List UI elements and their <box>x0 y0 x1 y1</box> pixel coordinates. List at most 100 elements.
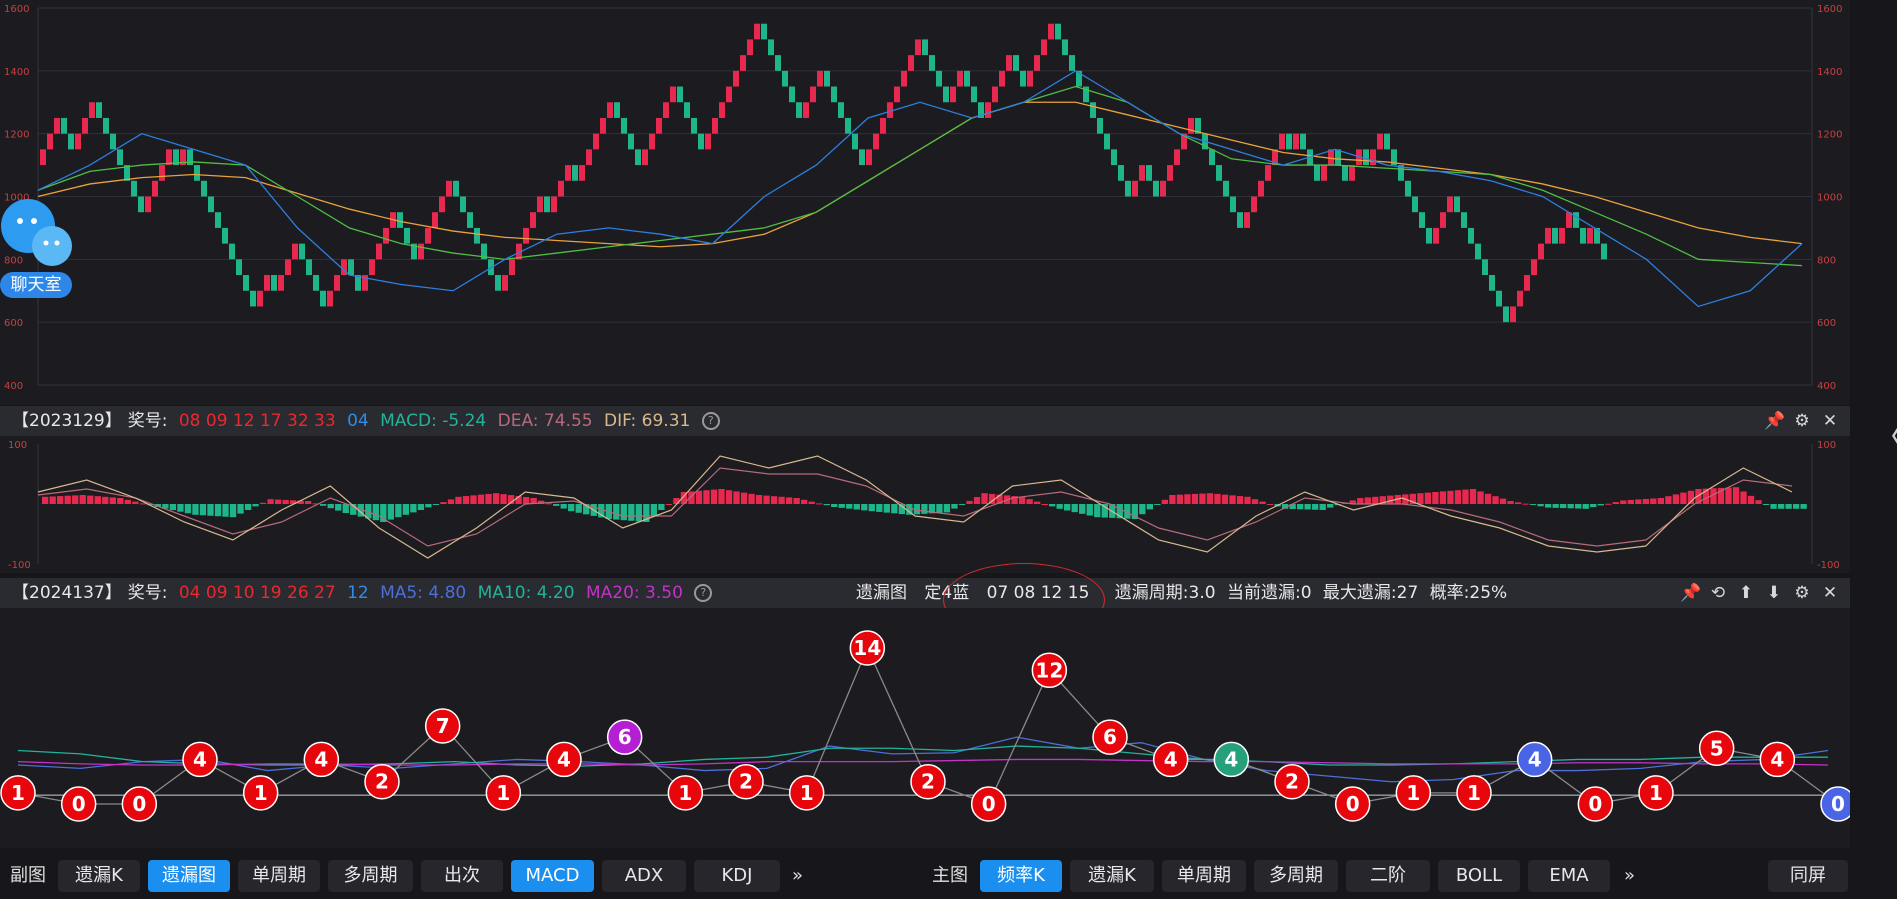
macd-bar <box>1387 495 1394 504</box>
tab-boll[interactable]: BOLL <box>1438 860 1520 892</box>
ma-blue-line <box>37 70 1803 308</box>
pin-icon[interactable]: 📌 <box>1680 583 1702 603</box>
frequency-k-chart[interactable]: 1600 1600 1400 1400 1200 1200 1000 1000 800 800 60… <box>0 0 1850 405</box>
brick <box>684 102 690 118</box>
omission-value-label: 4 <box>314 747 328 771</box>
macd-bar <box>124 499 131 504</box>
macd-bar <box>139 503 147 505</box>
macd-bar <box>846 504 853 509</box>
chat-room-widget[interactable]: 聊天室 <box>0 196 74 301</box>
close-icon[interactable]: ✕ <box>1822 411 1838 431</box>
brick <box>1510 306 1516 323</box>
macd-bar <box>64 495 71 504</box>
brick <box>1377 133 1383 150</box>
ma5-value: MA5: 4.80 <box>380 583 467 603</box>
close-icon[interactable]: ✕ <box>1822 583 1838 603</box>
macd-chart-panel[interactable]: 100 100 -100 -100 <box>0 436 1850 573</box>
chevron-left-icon[interactable]: 〈 <box>1872 410 1897 459</box>
macd-bar <box>973 497 981 504</box>
omission-bubble <box>1638 775 1674 811</box>
chat-room-label[interactable]: 聊天室 <box>0 272 72 298</box>
dea-value: DEA: 74.55 <box>497 411 593 431</box>
macd-bar <box>575 504 582 513</box>
brick <box>1174 149 1180 166</box>
tab-single-cycle[interactable]: 单周期 <box>238 860 320 892</box>
omission-chart-panel[interactable]: 1 0 0 4 1 4 2 7 1 4 6 1 2 1 14 2 0 12 6 4 4 2 0 1 1 4 0 1 5 4 0 <box>0 608 1856 848</box>
tab-multi-cycle[interactable]: 多周期 <box>328 860 413 892</box>
fullscreen-button[interactable]: 同屏 <box>1768 860 1848 892</box>
macd-bar <box>981 493 988 504</box>
omission-bubble <box>303 741 340 778</box>
help-icon[interactable]: ? <box>694 584 713 602</box>
gear-icon[interactable]: ⚙ <box>1794 411 1810 431</box>
omission-bubble <box>1456 775 1492 811</box>
tab-kdj[interactable]: KDJ <box>694 860 780 892</box>
brick <box>1531 259 1537 276</box>
omission-value-label: 1 <box>11 781 25 805</box>
brick <box>649 133 655 150</box>
brick <box>306 259 312 276</box>
tab-main-single-cycle[interactable]: 单周期 <box>1162 860 1246 892</box>
tab-main-multi-cycle[interactable]: 多周期 <box>1254 860 1338 892</box>
macd-bar <box>169 504 177 511</box>
tab-omit-chart[interactable]: 遗漏图 <box>148 860 230 892</box>
macd-chart[interactable]: 100 100 -100 -100 <box>0 436 1850 573</box>
gear-icon[interactable]: ⚙ <box>1794 583 1810 603</box>
macd-bar <box>1605 503 1612 505</box>
omission-cycle: 遗漏周期:3.0 <box>1114 583 1216 603</box>
tab-second-order[interactable]: 二阶 <box>1346 860 1430 892</box>
tab-adx[interactable]: ADX <box>602 860 686 892</box>
tab-main-omit-k[interactable]: 遗漏K <box>1070 860 1154 892</box>
macd-bar <box>1139 504 1146 515</box>
reset-icon[interactable]: ⟲ <box>1710 583 1726 603</box>
omission-value-label: 1 <box>496 781 510 805</box>
help-icon[interactable]: ? <box>701 412 720 430</box>
brick <box>278 275 284 291</box>
brick <box>1251 196 1257 213</box>
brick <box>1559 227 1565 244</box>
more-sub-tabs[interactable]: » <box>792 865 804 886</box>
brick <box>670 86 676 103</box>
more-main-tabs[interactable]: » <box>1624 865 1636 886</box>
macd-bar <box>1447 490 1454 504</box>
macd-bar <box>1048 504 1056 507</box>
brick <box>355 275 361 291</box>
brick <box>334 275 340 291</box>
arrow-down-icon[interactable]: ⬇ <box>1766 583 1782 603</box>
tab-ema[interactable]: EMA <box>1528 860 1610 892</box>
brick <box>257 290 263 307</box>
macd-bar <box>395 504 402 518</box>
brick <box>1279 133 1285 150</box>
macd-bar <box>673 498 680 504</box>
brick <box>250 290 256 307</box>
macd-bar <box>1492 496 1499 504</box>
macd-bar <box>162 504 169 509</box>
macd-bar <box>282 499 289 504</box>
macd-bar <box>117 498 124 504</box>
tab-macd[interactable]: MACD <box>511 860 594 892</box>
macd-bar <box>598 504 605 518</box>
brick <box>999 70 1005 87</box>
tab-omit-k[interactable]: 遗漏K <box>58 860 140 892</box>
tab-frequency-k[interactable]: 频率K <box>980 860 1062 892</box>
macd-bar <box>214 504 222 517</box>
brick <box>1055 23 1061 40</box>
macd-bar <box>1086 504 1093 516</box>
macd-bar <box>1680 492 1687 504</box>
macd-bar <box>477 494 485 504</box>
pin-icon[interactable]: 📌 <box>1764 411 1786 431</box>
tab-occurrence[interactable]: 出次 <box>421 860 503 892</box>
arrow-up-icon[interactable]: ⬆ <box>1738 583 1754 603</box>
macd-bar <box>1281 504 1289 509</box>
brick <box>1041 39 1047 56</box>
main-chart-panel[interactable]: 1600 1600 1400 1400 1200 1200 1000 1000 800 800 60… <box>0 0 1850 405</box>
macd-bar <box>530 498 537 504</box>
macd-bar <box>1717 487 1725 504</box>
macd-bar <box>327 504 334 509</box>
brick <box>558 180 564 197</box>
brick <box>1580 227 1586 244</box>
brick <box>922 39 928 56</box>
brick <box>47 133 53 150</box>
brick <box>635 149 641 166</box>
